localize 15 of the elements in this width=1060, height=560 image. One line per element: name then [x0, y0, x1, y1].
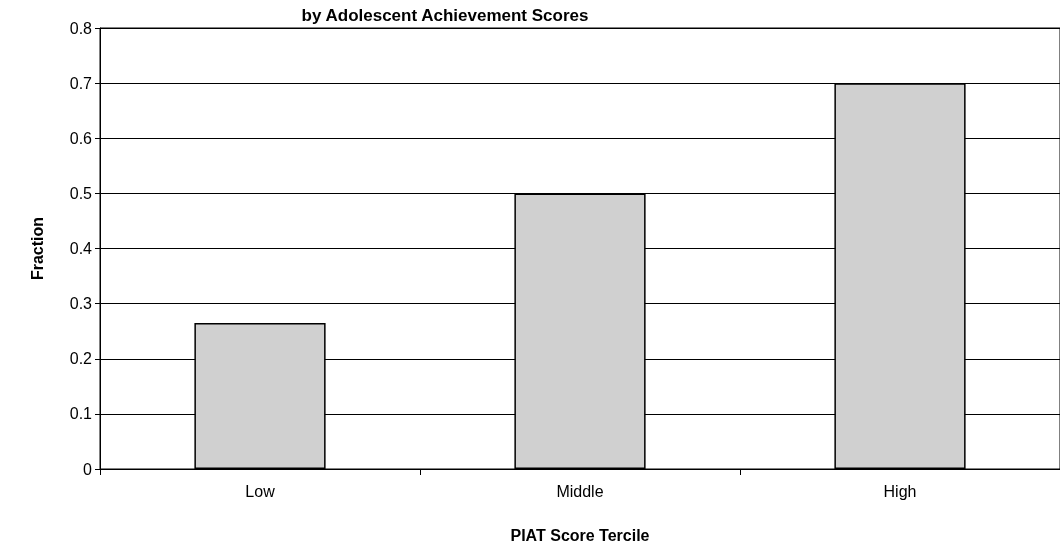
y-tick-label: 0 [83, 460, 93, 478]
y-tick-label: 0.1 [69, 405, 93, 423]
x-tick-label: High [883, 482, 917, 500]
y-tick-label: 0.2 [69, 350, 93, 368]
x-tick-label: Middle [556, 482, 604, 500]
y-axis-title: Fraction [28, 216, 46, 281]
y-tick-label: 0.7 [69, 74, 93, 92]
x-tick-label: Low [245, 482, 276, 500]
y-tick-label: 0.6 [69, 129, 93, 147]
y-tick-label: 0.8 [69, 19, 93, 37]
y-tick-label: 0.5 [69, 184, 93, 202]
y-tick-label: 0.4 [69, 240, 93, 257]
chart-title: by Adolescent Achievement Scores [301, 6, 589, 25]
x-axis-title: PIAT Score Tercile [510, 526, 650, 544]
y-tick-label: 0.3 [69, 295, 93, 313]
